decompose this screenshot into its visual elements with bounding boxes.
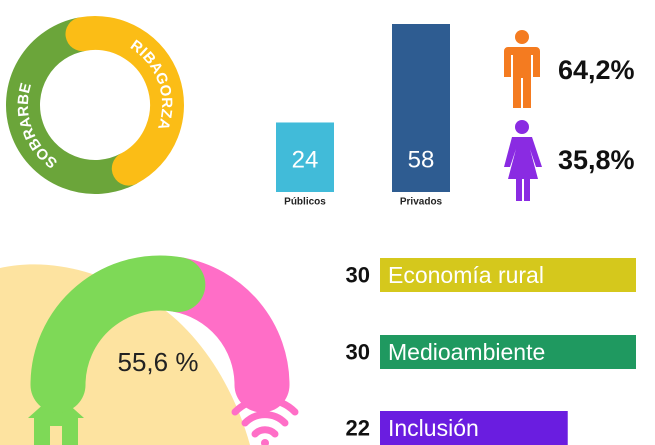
gauge-value bbox=[30, 255, 206, 413]
item-value: 30 bbox=[346, 340, 370, 365]
bar-value-label: 24 bbox=[292, 147, 319, 174]
female-icon bbox=[504, 120, 542, 201]
bar-category-label: Privados bbox=[400, 197, 443, 208]
item-value: 22 bbox=[346, 416, 370, 441]
bar-value-label: 58 bbox=[408, 147, 435, 174]
item-label: Inclusión bbox=[388, 415, 479, 441]
item-value: 30 bbox=[346, 263, 370, 288]
donut-segment bbox=[65, 16, 184, 186]
gauge-label: 55,6 % bbox=[118, 347, 199, 377]
icon-body bbox=[504, 47, 540, 108]
bar bbox=[392, 24, 450, 192]
item-label: Medioambiente bbox=[388, 339, 545, 365]
bar-category-label: Públicos bbox=[284, 197, 326, 208]
icon-head bbox=[515, 120, 529, 134]
icon-body bbox=[504, 137, 542, 201]
percentage-label: 64,2% bbox=[558, 55, 635, 85]
item-bar bbox=[380, 335, 636, 369]
bar bbox=[276, 122, 334, 192]
male-icon bbox=[504, 30, 540, 108]
percentage-label: 35,8% bbox=[558, 145, 635, 175]
item-bar bbox=[380, 258, 636, 292]
icon-head bbox=[515, 30, 529, 44]
donut-segment bbox=[6, 17, 137, 194]
item-bar bbox=[380, 411, 568, 445]
item-label: Economía rural bbox=[388, 262, 544, 288]
